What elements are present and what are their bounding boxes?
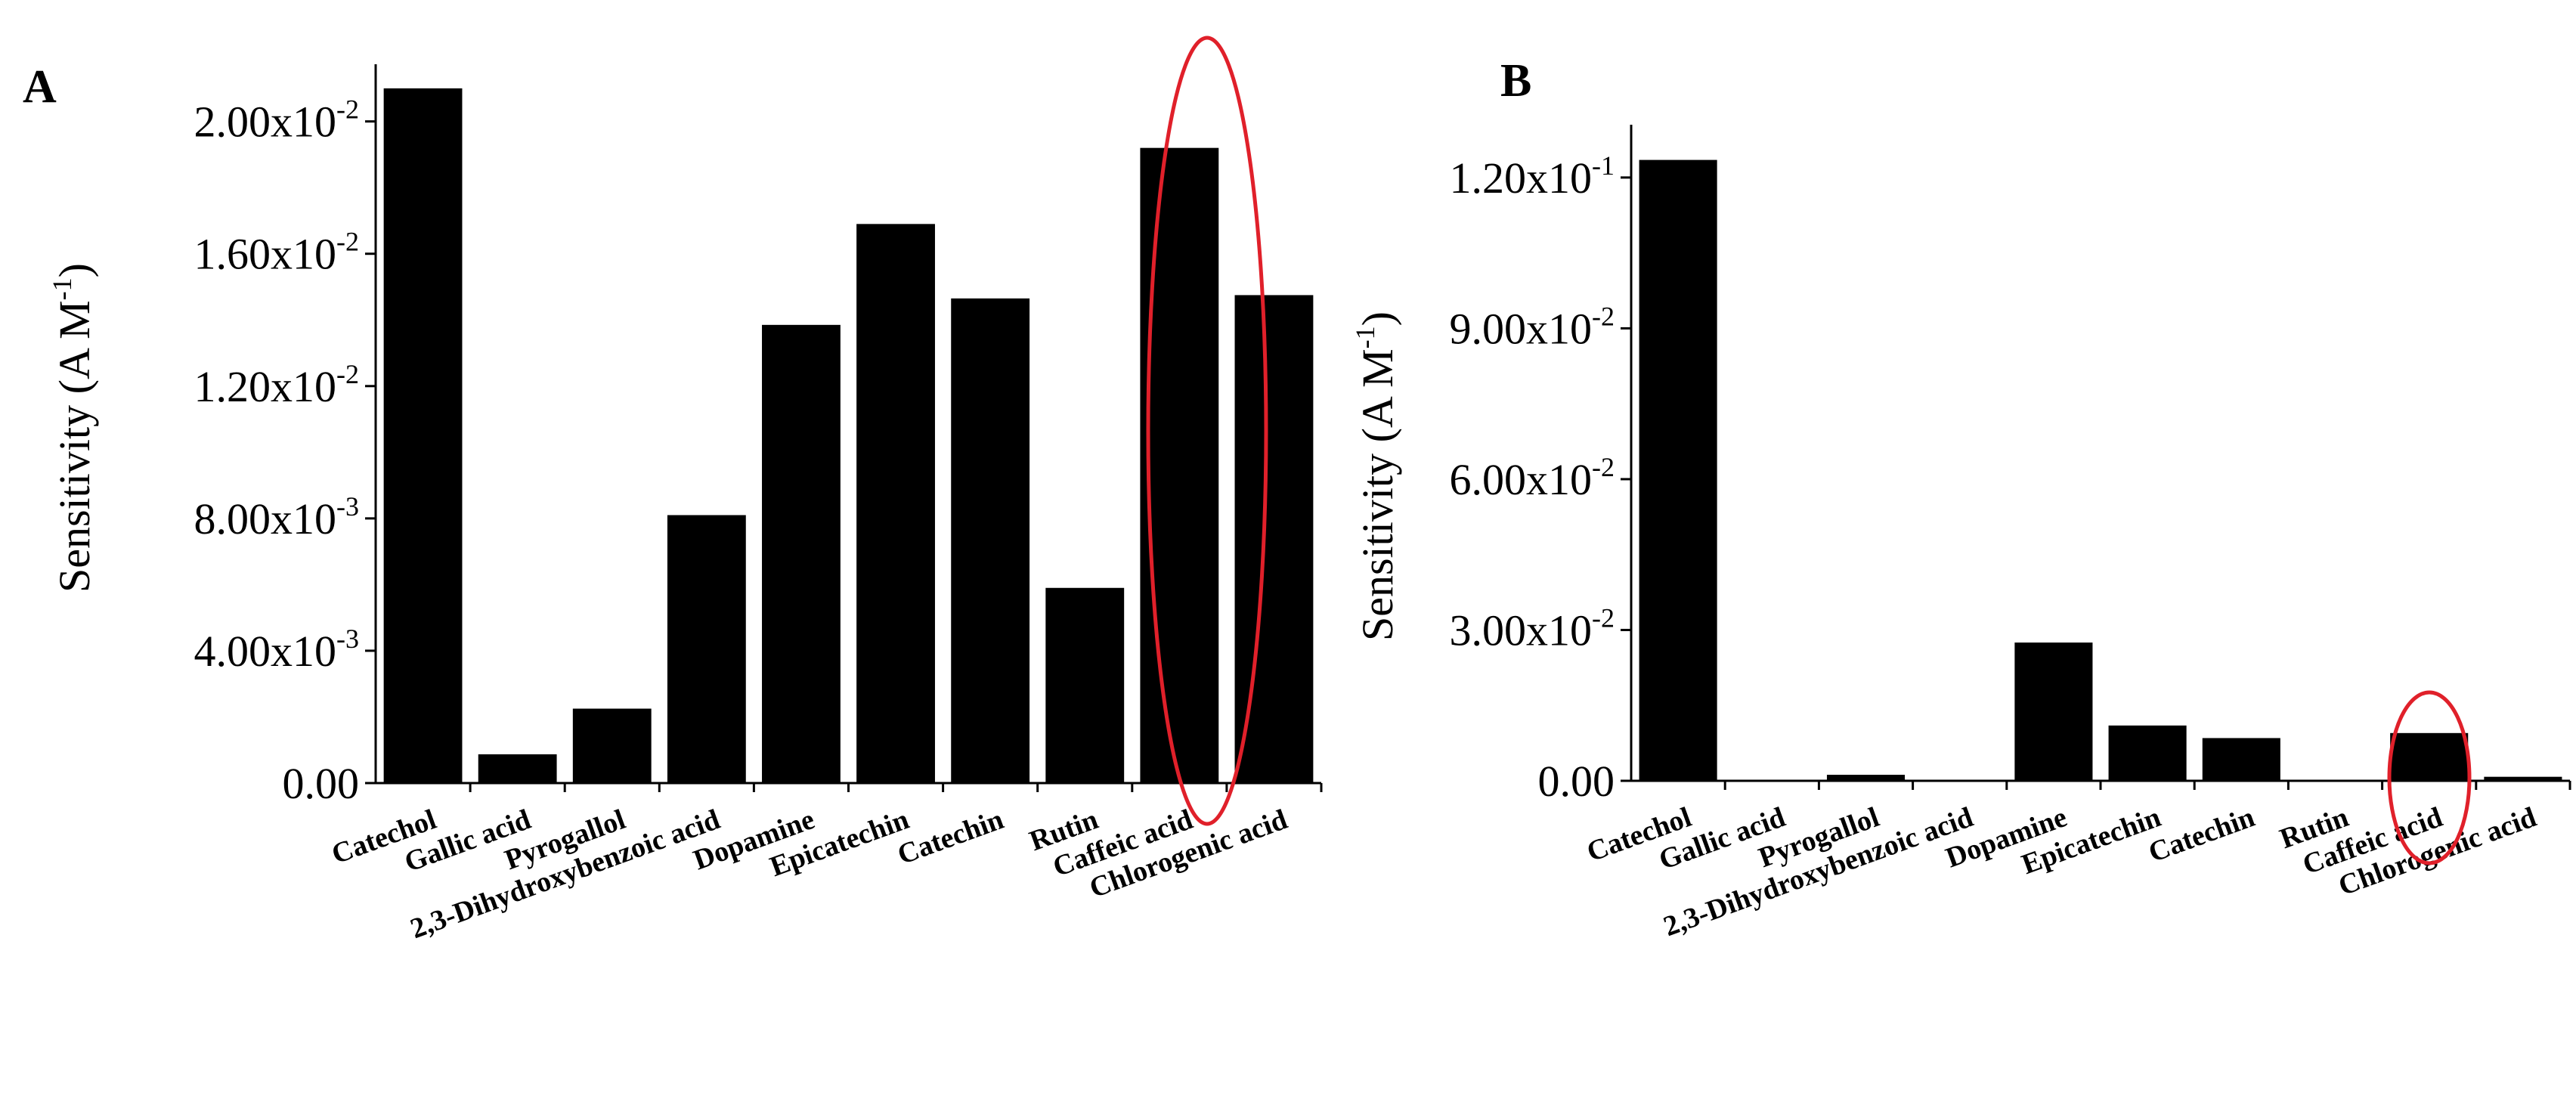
bar-chlorogenic-acid	[1234, 295, 1314, 783]
x-category-label: Catechin	[893, 803, 1008, 871]
y-tick-label: 3.00x10-2	[1450, 602, 1615, 655]
highlight-ellipse-caffeic-acid	[2387, 690, 2472, 865]
bar-catechol	[1639, 159, 1717, 781]
panel-a-chart: A 0.00 4.00x10-3 8.00x10-3 1.20x10-2 1.60x10-…	[23, 36, 1323, 945]
bar-dopamine	[762, 324, 841, 783]
y-tick-label: 1.20x10-1	[1450, 150, 1615, 203]
y-tick-label: 6.00x10-2	[1450, 452, 1615, 504]
y-tick-label: 2.00x10-2	[194, 94, 360, 147]
highlight-ellipse-caffeic-acid	[1146, 36, 1268, 826]
y-tick-label: 9.00x10-2	[1450, 301, 1615, 353]
y-axis-title: Sensitivity (A M-1)	[47, 263, 99, 593]
bar-caffeic-acid	[1140, 147, 1219, 784]
y-tick-label: 0.00	[283, 759, 360, 808]
bar-epicatechin	[856, 224, 935, 784]
bar-dopamine	[2014, 642, 2093, 781]
bar-rutin	[1045, 587, 1125, 783]
x-category-label: Catechin	[2144, 801, 2259, 868]
bar-pyrogallol	[572, 708, 652, 783]
panel-a-label: A	[23, 61, 57, 113]
bar-epicatechin	[2108, 725, 2187, 781]
bar-chlorogenic-acid	[2484, 776, 2562, 781]
y-axis-title: Sensitivity (A M-1)	[1350, 311, 1402, 641]
bar-caffeic-acid	[2390, 732, 2469, 781]
bar-2-3-dihydroxybenzoic-acid	[667, 515, 746, 783]
y-tick-label: 4.00x10-3	[194, 624, 360, 676]
bar-catechin	[951, 298, 1030, 783]
bar-catechin	[2202, 738, 2280, 781]
y-tick-label: 1.20x10-2	[194, 359, 360, 411]
bar-gallic-acid	[478, 754, 557, 783]
panel-b-label: B	[1500, 55, 1531, 107]
y-tick-label: 0.00	[1538, 757, 1615, 806]
panel-b-chart: B 0.00 3.00x10-2 6.00x10-2 9.00x10-2 1.20x10-…	[1350, 55, 2571, 943]
bar-catechol	[383, 88, 463, 783]
bar-pyrogallol	[1826, 775, 1906, 781]
y-tick-label: 1.60x10-2	[194, 227, 360, 279]
y-tick-label: 8.00x10-3	[194, 491, 360, 543]
